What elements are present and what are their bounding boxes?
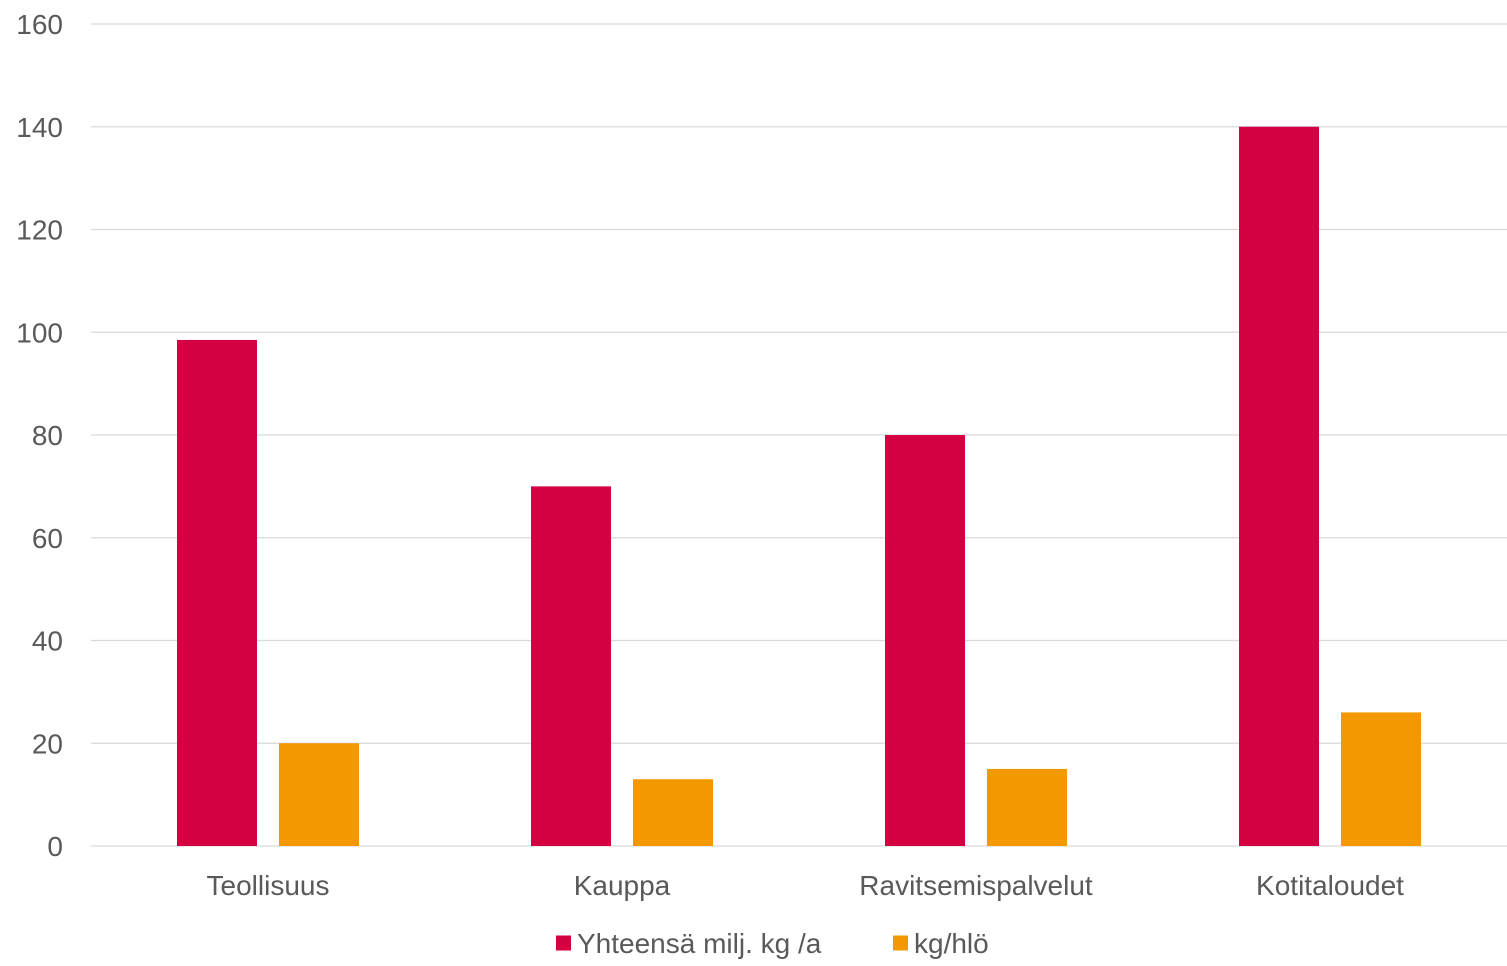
legend-swatch	[893, 935, 908, 951]
legend-item: Yhteensä milj. kg /a	[556, 928, 822, 959]
legend-item: kg/hlö	[893, 928, 989, 959]
x-tick-label: Kauppa	[574, 870, 671, 901]
legend-label: Yhteensä milj. kg /a	[577, 928, 822, 959]
y-tick-label: 0	[47, 831, 63, 862]
x-tick-label: Teollisuus	[207, 870, 330, 901]
legend: Yhteensä milj. kg /a kg/hlö	[556, 928, 989, 959]
x-tick-label: Kotitaloudet	[1256, 870, 1404, 901]
y-tick-label: 60	[32, 523, 63, 554]
y-tick-label: 160	[16, 9, 63, 40]
legend-label: kg/hlö	[914, 928, 989, 959]
y-tick-label: 120	[16, 215, 63, 246]
y-axis-ticks: 0 20 40 60 80 100 120 140 160	[16, 9, 63, 862]
bar-kg-hlo	[1341, 712, 1421, 846]
bar-yhteensa	[885, 435, 965, 846]
bar-kg-hlo	[633, 779, 713, 846]
y-tick-label: 100	[16, 317, 63, 348]
y-tick-label: 80	[32, 420, 63, 451]
bar-kg-hlo	[987, 768, 1067, 846]
y-tick-label: 40	[32, 626, 63, 657]
bar-yhteensa	[177, 339, 257, 846]
y-tick-label: 20	[32, 728, 63, 759]
bar-yhteensa	[531, 486, 611, 846]
bar-yhteensa	[1239, 126, 1319, 846]
x-tick-label: Ravitsemispalvelut	[859, 870, 1093, 901]
legend-swatch	[556, 935, 571, 951]
bars	[177, 126, 1421, 846]
y-tick-label: 140	[16, 112, 63, 143]
bar-kg-hlo	[279, 743, 359, 846]
x-axis-ticks: Teollisuus Kauppa Ravitsemispalvelut Kotita…	[207, 870, 1405, 901]
